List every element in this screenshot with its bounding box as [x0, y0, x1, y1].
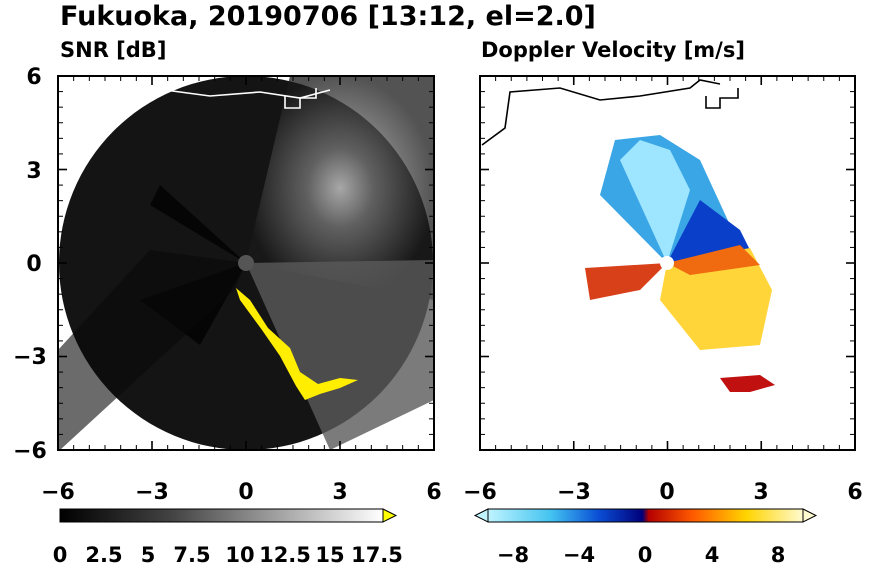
snr-dark-region	[58, 250, 246, 450]
velocity-colorbar-label: 8	[771, 543, 786, 567]
velocity-colorbar-ramp	[488, 509, 803, 522]
snr-echo-region-south	[246, 260, 434, 450]
velocity-receding-strong	[667, 245, 760, 275]
velocity-colorbar-label: −8	[497, 543, 529, 567]
figure-title: Fukuoka, 20190706 [13:12, el=2.0]	[60, 1, 596, 32]
snr-colorbar-extend-max	[382, 508, 398, 523]
velocity-coastline-bay	[705, 88, 739, 109]
snr-panel-title: SNR [dB]	[60, 38, 166, 62]
snr-colorbar-label: 0	[53, 543, 68, 567]
velocity-xtick-label: 6	[847, 480, 862, 505]
snr-xtick-label: −6	[41, 480, 75, 505]
velocity-approaching-light	[620, 140, 690, 263]
snr-xtick-label: 6	[426, 480, 441, 505]
velocity-west-sector	[585, 263, 667, 300]
velocity-colorbar-extend-max	[802, 508, 818, 523]
velocity-xtick-label: 3	[753, 480, 768, 505]
snr-colorbar-label: 15	[315, 543, 344, 567]
snr-colorbar-label: 17.5	[351, 543, 403, 567]
snr-plot-area	[58, 76, 434, 450]
velocity-colorbar-label: 4	[705, 543, 720, 567]
snr-colorbar-ramp	[60, 509, 383, 522]
snr-panel: 6 3 0 −3 −6 −6 −3 0 3 6	[13, 65, 442, 505]
snr-xtick-label: 0	[238, 480, 253, 505]
velocity-colorbar-label: −4	[563, 543, 595, 567]
velocity-coastline	[481, 79, 721, 146]
snr-ytick-label: 6	[26, 65, 41, 90]
snr-ytick-label: 0	[26, 252, 41, 277]
snr-xtick-label: 3	[332, 480, 347, 505]
snr-colorbar-label: 10	[225, 543, 254, 567]
snr-colorbar: 0 2.5 5 7.5 10 12.5 15 17.5	[53, 508, 403, 567]
velocity-panel-title: Doppler Velocity [m/s]	[481, 38, 745, 62]
velocity-panel: −6 −3 0 3 6	[463, 75, 863, 505]
snr-echo-region	[246, 76, 434, 300]
velocity-south-echo	[720, 375, 775, 392]
velocity-plot-area	[481, 79, 775, 392]
velocity-approaching-dark	[667, 200, 750, 263]
snr-ytick-label: −3	[13, 345, 47, 370]
snr-axis-ticks	[57, 75, 435, 451]
snr-xtick-label: −3	[135, 480, 169, 505]
snr-blocked-sector	[150, 185, 246, 263]
snr-coastline	[149, 87, 331, 99]
velocity-xtick-label: −3	[557, 480, 591, 505]
velocity-colorbar-label: 0	[638, 543, 653, 567]
snr-colorbar-label: 7.5	[173, 543, 210, 567]
velocity-radar-site	[660, 256, 674, 270]
snr-radar-site	[238, 255, 254, 271]
velocity-xtick-label: −6	[463, 480, 497, 505]
velocity-colorbar-frame	[487, 508, 804, 523]
snr-coastline-bay	[284, 88, 317, 109]
snr-ytick-label: −6	[13, 439, 47, 464]
velocity-colorbar: −8 −4 0 4 8	[473, 508, 818, 567]
snr-colorbar-label: 2.5	[85, 543, 122, 567]
snr-colorbar-frame	[59, 508, 384, 523]
snr-colorbar-label: 5	[141, 543, 156, 567]
velocity-colorbar-extend-min	[473, 508, 489, 523]
velocity-xtick-label: 0	[659, 480, 674, 505]
snr-ytick-label: 3	[26, 159, 41, 184]
velocity-axis-ticks	[479, 75, 856, 451]
snr-high-echo-band	[236, 288, 358, 400]
snr-colorbar-label: 12.5	[259, 543, 311, 567]
